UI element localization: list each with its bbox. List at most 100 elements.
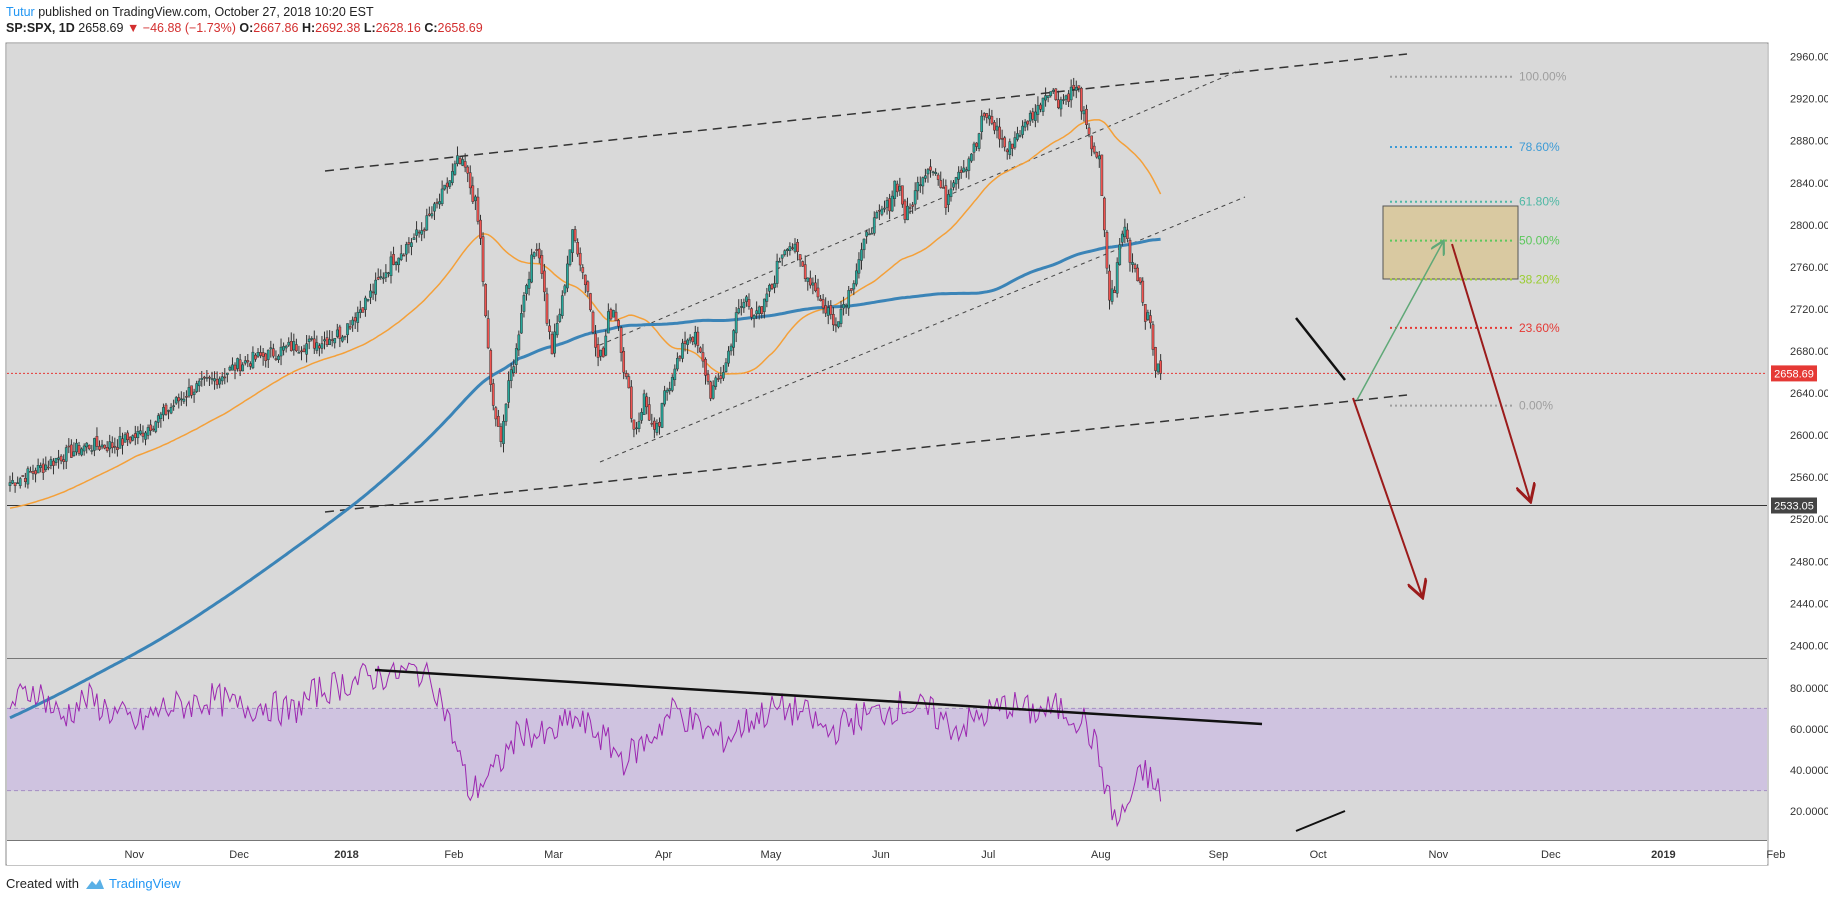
candle[interactable]	[947, 189, 950, 213]
candle[interactable]	[126, 430, 129, 447]
candle[interactable]	[665, 387, 669, 401]
candle[interactable]	[325, 330, 329, 347]
candle[interactable]	[509, 362, 513, 389]
candle[interactable]	[95, 427, 99, 451]
candle[interactable]	[727, 346, 730, 367]
candle[interactable]	[215, 371, 219, 389]
candle[interactable]	[110, 436, 114, 454]
candle[interactable]	[586, 280, 590, 297]
candle[interactable]	[389, 251, 393, 284]
candle[interactable]	[266, 349, 270, 368]
candle[interactable]	[1054, 88, 1058, 101]
candle[interactable]	[123, 432, 127, 443]
candle[interactable]	[404, 241, 408, 262]
candle[interactable]	[647, 396, 651, 422]
candle[interactable]	[448, 180, 452, 189]
candle[interactable]	[75, 438, 78, 456]
candle[interactable]	[860, 242, 863, 270]
candle[interactable]	[113, 437, 117, 454]
candle[interactable]	[722, 365, 725, 381]
candle[interactable]	[435, 198, 439, 209]
candle[interactable]	[41, 458, 45, 480]
candle[interactable]	[673, 364, 677, 387]
candle[interactable]	[901, 185, 904, 208]
candle[interactable]	[1034, 104, 1037, 128]
author-link[interactable]: Tutur	[6, 5, 35, 19]
candle[interactable]	[949, 180, 953, 202]
candle[interactable]	[85, 442, 89, 454]
candle[interactable]	[908, 203, 912, 215]
candle[interactable]	[384, 264, 388, 282]
candle[interactable]	[1080, 86, 1083, 120]
candle[interactable]	[1067, 90, 1070, 108]
candle[interactable]	[64, 444, 68, 469]
candle[interactable]	[1028, 110, 1032, 126]
candle[interactable]	[507, 371, 510, 409]
candle[interactable]	[691, 336, 695, 346]
candle[interactable]	[514, 343, 518, 374]
candle[interactable]	[555, 315, 559, 338]
candle[interactable]	[474, 194, 477, 211]
candle[interactable]	[31, 464, 35, 480]
candle[interactable]	[351, 316, 354, 332]
candle[interactable]	[356, 306, 360, 332]
candle[interactable]	[223, 368, 227, 385]
candle[interactable]	[916, 176, 920, 200]
candle[interactable]	[1016, 126, 1019, 142]
candle[interactable]	[1118, 237, 1122, 266]
candle[interactable]	[236, 357, 239, 372]
candle[interactable]	[39, 462, 43, 473]
candle[interactable]	[121, 432, 124, 455]
candle[interactable]	[353, 312, 357, 329]
candle[interactable]	[844, 303, 848, 314]
candle[interactable]	[1051, 88, 1055, 95]
candle[interactable]	[995, 117, 999, 139]
candle[interactable]	[427, 206, 431, 217]
candle[interactable]	[566, 255, 569, 293]
candle[interactable]	[504, 403, 508, 426]
candle[interactable]	[642, 389, 646, 415]
candle[interactable]	[806, 277, 810, 291]
candle[interactable]	[757, 305, 761, 320]
candle[interactable]	[289, 332, 293, 352]
candle[interactable]	[392, 246, 395, 266]
candle[interactable]	[177, 393, 181, 409]
candle[interactable]	[832, 307, 835, 332]
candle[interactable]	[284, 344, 288, 353]
candle[interactable]	[967, 156, 971, 180]
candle[interactable]	[443, 184, 447, 191]
candle[interactable]	[410, 238, 413, 256]
candle[interactable]	[990, 109, 994, 126]
candle[interactable]	[1074, 80, 1078, 99]
candle[interactable]	[553, 323, 556, 358]
candle[interactable]	[512, 359, 516, 377]
candle[interactable]	[752, 314, 756, 328]
candle[interactable]	[440, 180, 444, 207]
candle[interactable]	[929, 159, 932, 178]
candle[interactable]	[486, 310, 490, 350]
candle[interactable]	[1149, 309, 1152, 329]
candle[interactable]	[926, 168, 930, 183]
candle[interactable]	[246, 353, 250, 368]
candle[interactable]	[151, 425, 155, 432]
candle[interactable]	[131, 434, 135, 442]
candle[interactable]	[890, 190, 894, 212]
candle[interactable]	[1026, 120, 1030, 131]
candle[interactable]	[420, 222, 424, 242]
candle[interactable]	[192, 388, 196, 403]
candle[interactable]	[663, 385, 666, 407]
candle[interactable]	[612, 309, 615, 318]
candle[interactable]	[811, 277, 815, 295]
candle[interactable]	[545, 287, 549, 326]
candle[interactable]	[1110, 279, 1114, 305]
candle[interactable]	[185, 390, 188, 407]
candle[interactable]	[699, 346, 702, 354]
candle[interactable]	[287, 337, 291, 347]
candle[interactable]	[208, 375, 211, 387]
candle[interactable]	[210, 371, 214, 385]
candle[interactable]	[47, 460, 50, 471]
candle[interactable]	[415, 221, 418, 243]
candle[interactable]	[793, 238, 797, 254]
candle[interactable]	[330, 330, 334, 347]
candle[interactable]	[26, 466, 30, 489]
